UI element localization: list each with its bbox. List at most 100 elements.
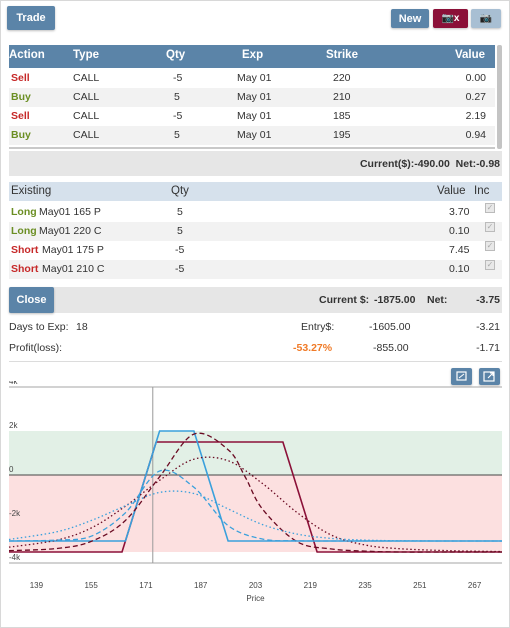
trade-summary-text: Current($):-490.00 Net:-0.98 (359, 158, 500, 170)
close-summary-bar: Current $: -1875.00 Net: -3.75 (9, 287, 502, 313)
profit-loss-percent: -53.27% (293, 342, 333, 354)
header-inc: Inc (474, 185, 490, 197)
x-tick-label: 235 (358, 581, 372, 590)
trade-type: CALL (73, 91, 100, 103)
table-divider (9, 147, 495, 149)
header-action: Action (9, 49, 45, 61)
header-strike: Strike (326, 49, 358, 61)
trade-row[interactable]: Sell CALL -5 May 01 185 2.19 (9, 107, 495, 126)
close-button[interactable]: Close (9, 287, 54, 313)
include-checkbox[interactable]: ✓ (485, 260, 495, 270)
trade-row[interactable]: Buy CALL 5 May 01 195 0.94 (9, 126, 495, 145)
trade-value: 2.19 (465, 110, 486, 122)
trade-strike[interactable]: 195 (333, 129, 351, 141)
trade-qty[interactable]: 5 (174, 129, 180, 141)
profit-zone (9, 431, 502, 475)
header-existing-value: Value (437, 185, 466, 197)
current-dollar-label: Current $: (319, 294, 370, 306)
trade-exp[interactable]: May 01 (237, 72, 272, 84)
header-exp: Exp (242, 49, 264, 61)
current-dollar-value: -1875.00 (374, 294, 416, 306)
chart-popout-button[interactable] (479, 368, 500, 385)
pl-series-line-4 (8, 469, 502, 542)
trade-qty[interactable]: 5 (174, 91, 180, 103)
net-value: -3.75 (476, 294, 500, 306)
header-existing: Existing (11, 185, 52, 197)
position-desc: May01 175 P (42, 244, 104, 256)
position-side: Short (11, 263, 39, 275)
chart-expand-button[interactable] (451, 368, 472, 385)
x-tick-label: 171 (139, 581, 153, 590)
days-to-exp-value: 18 (76, 321, 88, 333)
chart-divider (9, 361, 502, 362)
delete-snapshot-button[interactable]: 📷x (433, 9, 468, 28)
trade-action[interactable]: Buy (11, 129, 31, 141)
y-tick-label: -2k (9, 509, 21, 518)
trade-table-header: Action Type Qty Exp Strike Value (9, 45, 495, 68)
trade-strike[interactable]: 220 (333, 72, 351, 84)
trade-qty[interactable]: -5 (173, 110, 183, 122)
entry-value: -1605.00 (369, 321, 411, 333)
y-tick-label: 2k (9, 421, 18, 430)
y-tick-label: 0 (9, 465, 14, 474)
trade-exp[interactable]: May 01 (237, 91, 272, 103)
position-value: 3.70 (449, 206, 470, 218)
position-desc: May01 220 C (39, 225, 102, 237)
position-value: 0.10 (449, 263, 470, 275)
new-button[interactable]: New (391, 9, 429, 28)
position-side: Long (11, 225, 37, 237)
pl-series-line-2 (8, 432, 502, 553)
trade-value: 0.94 (465, 129, 486, 141)
header-existing-qty: Qty (171, 185, 189, 197)
existing-row: Short May01 210 C -5 0.10 ✓ (9, 260, 502, 279)
x-tick-label: 203 (249, 581, 263, 590)
x-tick-label: 251 (413, 581, 427, 590)
trade-action[interactable]: Sell (11, 110, 30, 122)
x-axis-label: Price (246, 594, 265, 603)
trade-qty[interactable]: -5 (173, 72, 183, 84)
profit-loss-label: Profit(loss): (9, 342, 63, 354)
pl-series-line-0 (9, 441, 502, 553)
position-qty: -5 (175, 244, 185, 256)
trade-row[interactable]: Buy CALL 5 May 01 210 0.27 (9, 88, 495, 107)
expand-icon (456, 371, 467, 381)
trade-type: CALL (73, 72, 100, 84)
x-tick-label: 219 (304, 581, 318, 590)
trade-value: 0.27 (465, 91, 486, 103)
trade-action[interactable]: Buy (11, 91, 31, 103)
pl-series-line-3 (8, 456, 503, 553)
pl-series-line-1 (9, 430, 502, 542)
position-qty: 5 (177, 225, 183, 237)
trade-type: CALL (73, 129, 100, 141)
trade-row[interactable]: Sell CALL -5 May 01 220 0.00 (9, 69, 495, 88)
existing-row: Long May01 165 P 5 3.70 ✓ (9, 203, 502, 222)
entry-net-value: -3.21 (476, 321, 500, 333)
position-qty: 5 (177, 206, 183, 218)
trade-strike[interactable]: 210 (333, 91, 351, 103)
position-desc: May01 165 P (39, 206, 101, 218)
position-desc: May01 210 C (42, 263, 105, 275)
trade-action[interactable]: Sell (11, 72, 30, 84)
x-tick-label: 139 (30, 581, 44, 590)
existing-table-header: Existing Qty Value Inc (9, 182, 502, 201)
include-checkbox[interactable]: ✓ (485, 203, 495, 213)
include-checkbox[interactable]: ✓ (485, 241, 495, 251)
x-tick-label: 267 (468, 581, 482, 590)
x-tick-label: 155 (84, 581, 98, 590)
include-checkbox[interactable]: ✓ (485, 222, 495, 232)
trade-exp[interactable]: May 01 (237, 129, 272, 141)
trade-strike[interactable]: 185 (333, 110, 351, 122)
existing-row: Long May01 220 C 5 0.10 ✓ (9, 222, 502, 241)
header-value: Value (455, 49, 486, 61)
trade-exp[interactable]: May 01 (237, 110, 272, 122)
popout-icon (483, 371, 495, 382)
y-tick-label: -4k (9, 553, 21, 562)
snapshot-camera-button[interactable]: 📷 (471, 9, 501, 28)
trade-value: 0.00 (465, 72, 486, 84)
existing-row: Short May01 175 P -5 7.45 ✓ (9, 241, 502, 260)
trade-button[interactable]: Trade (7, 6, 55, 30)
trade-table-scrollbar[interactable] (497, 45, 502, 149)
trade-summary-bar: Current($):-490.00 Net:-0.98 (9, 151, 502, 176)
position-side: Short (11, 244, 39, 256)
